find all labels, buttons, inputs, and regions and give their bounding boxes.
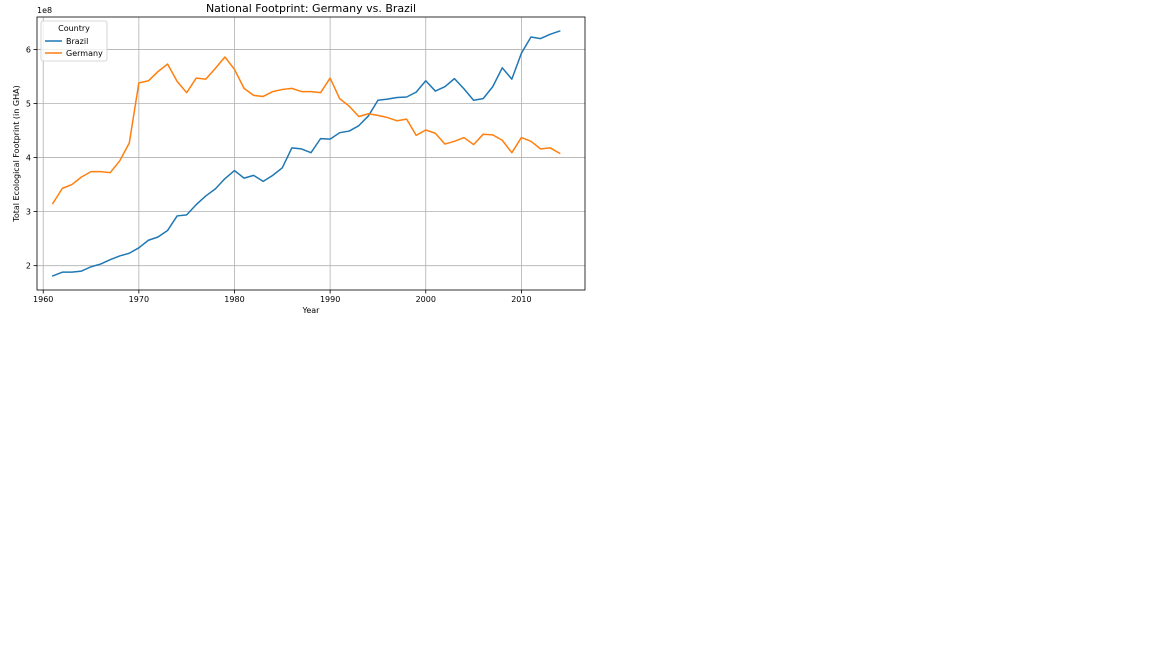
x-tick-label: 1990 (320, 295, 340, 304)
y-offset-text: 1e8 (37, 6, 52, 15)
y-axis-label: Total Ecological Footprint (in GHA) (12, 85, 21, 222)
grid (37, 17, 585, 290)
y-tick-label: 4 (26, 154, 31, 163)
legend-box (40, 20, 108, 62)
x-axis-label: Year (302, 306, 321, 315)
legend: Country Brazil Germany (40, 20, 108, 62)
chart-title: National Footprint: Germany vs. Brazil (206, 2, 416, 15)
plot-frame (36, 16, 586, 291)
plot-lines (51, 30, 561, 277)
legend-entry-germany: Germany (66, 49, 103, 58)
y-tick-label: 2 (26, 262, 31, 271)
x-tick-label: 1970 (129, 295, 149, 304)
x-tick-label: 2000 (416, 295, 436, 304)
x-tick-label: 1960 (33, 295, 53, 304)
legend-entry-brazil: Brazil (66, 37, 88, 46)
y-ticks: 2 3 4 5 6 (26, 45, 37, 271)
y-tick-label: 5 (26, 99, 31, 108)
y-tick-label: 3 (26, 208, 31, 217)
series-line-germany (51, 56, 561, 205)
x-ticks: 1960 1970 1980 1990 2000 2010 (33, 290, 532, 304)
legend-title: Country (58, 24, 90, 33)
series-line-brazil (51, 30, 561, 277)
x-tick-label: 2010 (511, 295, 531, 304)
x-tick-label: 1980 (224, 295, 244, 304)
y-tick-label: 6 (26, 45, 31, 54)
